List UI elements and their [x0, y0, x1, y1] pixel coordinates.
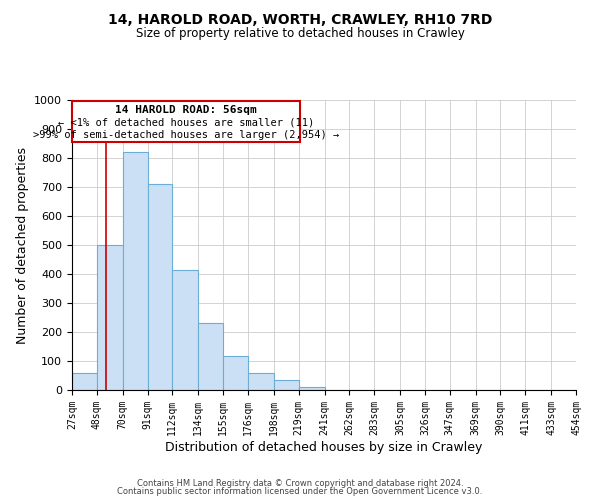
Text: Contains public sector information licensed under the Open Government Licence v3: Contains public sector information licen…: [118, 487, 482, 496]
Bar: [123, 152, 148, 390]
Text: Size of property relative to detached houses in Crawley: Size of property relative to detached ho…: [136, 28, 464, 40]
Bar: [172, 270, 198, 390]
Text: 14, HAROLD ROAD, WORTH, CRAWLEY, RH10 7RD: 14, HAROLD ROAD, WORTH, CRAWLEY, RH10 7R…: [108, 12, 492, 26]
Bar: [248, 374, 274, 390]
Bar: [198, 324, 223, 390]
Bar: [97, 245, 123, 390]
Bar: [274, 380, 299, 390]
Text: ← <1% of detached houses are smaller (11): ← <1% of detached houses are smaller (11…: [58, 118, 314, 128]
Bar: [72, 374, 97, 390]
Bar: [223, 356, 248, 390]
Text: >99% of semi-detached houses are larger (2,954) →: >99% of semi-detached houses are larger …: [33, 130, 339, 140]
Bar: [148, 184, 172, 390]
Y-axis label: Number of detached properties: Number of detached properties: [16, 146, 29, 344]
Bar: [299, 386, 325, 390]
Text: 14 HAROLD ROAD: 56sqm: 14 HAROLD ROAD: 56sqm: [115, 106, 257, 116]
Text: Contains HM Land Registry data © Crown copyright and database right 2024.: Contains HM Land Registry data © Crown c…: [137, 478, 463, 488]
X-axis label: Distribution of detached houses by size in Crawley: Distribution of detached houses by size …: [166, 440, 482, 454]
